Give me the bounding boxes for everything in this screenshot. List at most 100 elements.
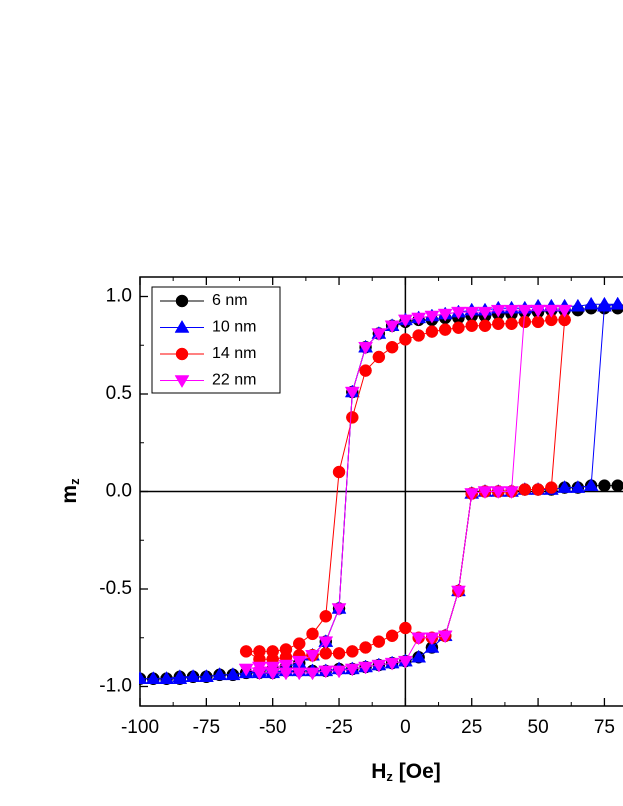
marker	[225, 667, 241, 681]
y-label-main: m	[58, 485, 81, 504]
marker	[371, 659, 387, 673]
marker	[344, 386, 360, 400]
marker	[399, 333, 412, 346]
marker	[239, 645, 253, 658]
marker	[145, 671, 161, 684]
marker	[346, 411, 359, 424]
marker	[517, 304, 533, 318]
marker	[384, 320, 400, 334]
marker	[332, 647, 346, 660]
marker	[492, 317, 505, 331]
marker	[332, 465, 346, 479]
marker	[464, 488, 480, 501]
marker	[139, 671, 148, 684]
marker	[557, 304, 573, 318]
x-label-unit: [Oe]	[393, 760, 441, 783]
marker	[437, 308, 453, 322]
legend-label: 14 nm	[212, 345, 256, 362]
y-tick-label: -1.0	[99, 676, 132, 697]
marker	[424, 310, 440, 324]
marker	[359, 364, 372, 377]
marker	[397, 314, 413, 328]
marker	[477, 306, 493, 320]
marker	[359, 641, 372, 654]
marker	[319, 610, 333, 623]
marker	[411, 632, 427, 646]
y-label-sub: z	[67, 478, 82, 485]
y-tick-label: 1.0	[106, 286, 132, 307]
marker	[411, 649, 427, 663]
marker	[251, 667, 267, 681]
marker	[478, 319, 492, 332]
marker	[385, 629, 399, 643]
marker	[451, 306, 466, 320]
marker	[531, 483, 545, 496]
marker	[438, 323, 452, 336]
marker	[518, 315, 532, 329]
marker	[291, 667, 307, 681]
marker	[598, 479, 611, 492]
marker	[384, 657, 400, 671]
marker	[464, 306, 480, 320]
marker	[610, 296, 623, 310]
x-tick-label: 75	[594, 717, 615, 738]
marker	[583, 478, 599, 491]
marker	[331, 665, 347, 679]
x-tick-label: 0	[400, 717, 411, 738]
marker	[437, 630, 453, 644]
y-tick-label: -0.5	[99, 578, 132, 599]
marker	[318, 665, 334, 679]
marker	[174, 375, 190, 388]
marker	[358, 341, 374, 355]
legend-label: 10 nm	[212, 319, 256, 336]
marker	[465, 319, 478, 332]
marker	[318, 636, 334, 650]
marker	[531, 315, 545, 329]
marker	[477, 486, 493, 499]
marker	[545, 481, 558, 494]
marker	[175, 347, 189, 361]
marker	[596, 298, 612, 312]
marker	[159, 671, 174, 684]
marker	[570, 480, 586, 493]
marker	[174, 320, 190, 333]
marker	[451, 585, 466, 599]
marker	[518, 483, 532, 496]
x-tick-label: -50	[259, 717, 286, 738]
marker	[319, 647, 333, 660]
marker	[490, 304, 506, 318]
legend-box	[151, 286, 281, 394]
marker	[543, 304, 559, 318]
marker	[265, 667, 281, 681]
marker	[504, 304, 519, 318]
legend-label: 6 nm	[212, 292, 248, 309]
x-tick-label: -100	[121, 717, 159, 738]
marker	[557, 480, 573, 493]
marker	[490, 486, 506, 499]
marker	[331, 603, 347, 616]
marker	[175, 294, 189, 308]
marker	[172, 669, 188, 682]
marker	[452, 321, 465, 334]
marker	[530, 304, 546, 318]
marker	[358, 661, 374, 675]
marker	[504, 486, 519, 499]
marker	[292, 637, 306, 650]
marker	[291, 655, 307, 669]
marker	[424, 640, 440, 653]
marker	[399, 621, 412, 635]
marker	[346, 645, 359, 658]
marker	[412, 329, 425, 342]
legend-label: 22 nm	[212, 372, 256, 389]
x-tick-label: 50	[528, 717, 549, 738]
y-axis-label: mz	[58, 478, 83, 504]
x-tick-label: 25	[461, 717, 482, 738]
marker	[238, 663, 254, 677]
x-label-main: H	[371, 760, 386, 783]
x-label-sub: z	[386, 769, 393, 784]
marker	[305, 650, 320, 663]
marker	[425, 325, 439, 338]
marker	[505, 317, 518, 331]
marker	[372, 350, 386, 364]
